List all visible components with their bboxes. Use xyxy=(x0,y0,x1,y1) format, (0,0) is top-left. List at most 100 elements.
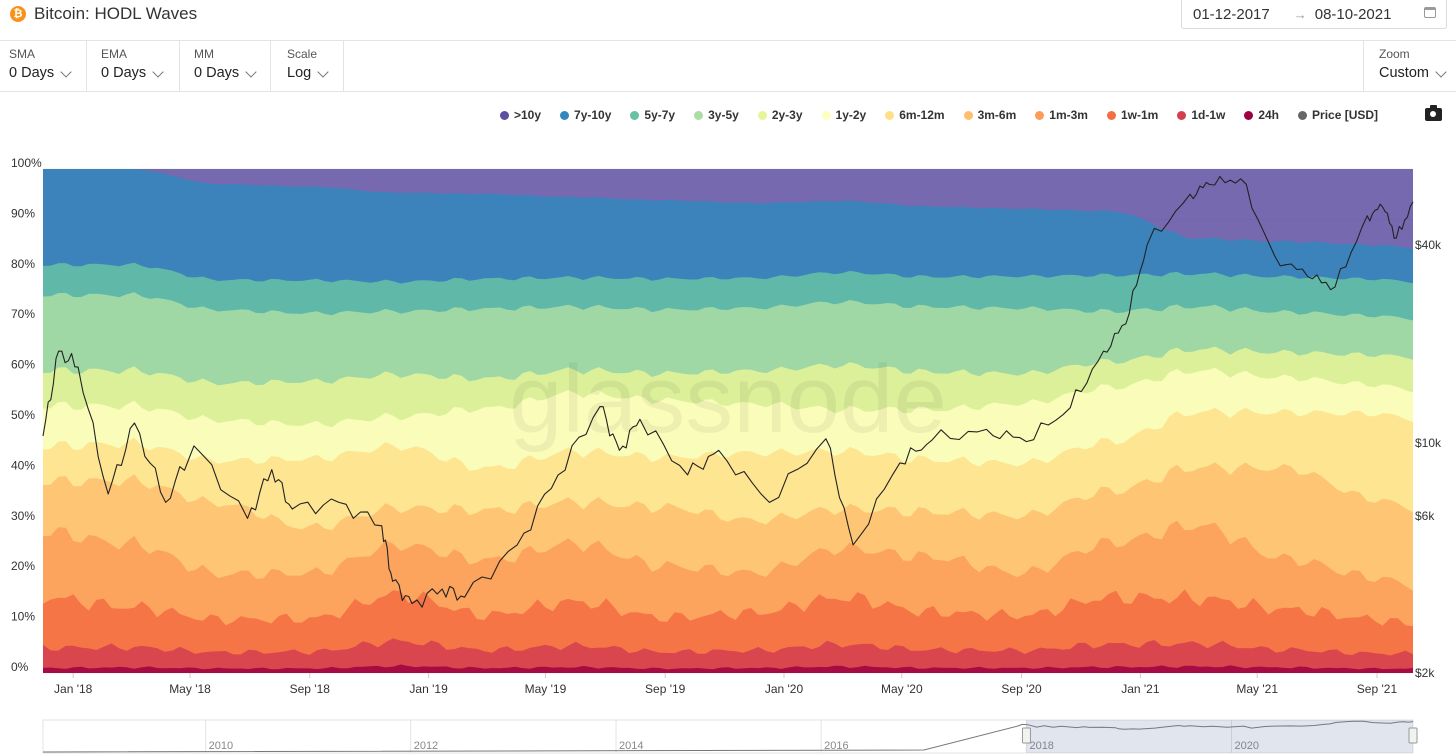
legend-label: 1m-3m xyxy=(1049,108,1088,122)
zoom-select[interactable]: Zoom Custom xyxy=(1363,40,1456,91)
area-24h xyxy=(43,664,1413,673)
legend-item-3y-5y[interactable]: 3y-5y xyxy=(694,108,739,122)
navigator-tick-label: 2016 xyxy=(824,740,848,752)
legend-swatch xyxy=(1106,110,1116,120)
legend-swatch xyxy=(630,110,640,120)
legend-item-5y-7y[interactable]: 5y-7y xyxy=(630,108,675,122)
arrow-right-icon: → xyxy=(1293,6,1307,22)
legend-label: 1y-2y xyxy=(835,108,867,122)
header-bar: ₿ Bitcoin: HODL Waves 01-12-2017 → 08-10… xyxy=(0,0,1456,41)
scale-label: Scale xyxy=(287,47,318,61)
y-tick-label: 50% xyxy=(11,408,35,422)
legend-item-1y-2y[interactable]: 1y-2y xyxy=(821,108,867,122)
scale-value: Log xyxy=(287,65,312,81)
y2-tick-label: $2k xyxy=(1415,666,1435,680)
legend-swatch xyxy=(1177,110,1187,120)
x-tick-label: Jan '18 xyxy=(54,682,93,696)
legend-item-1w-1m[interactable]: 1w-1m xyxy=(1106,108,1159,122)
x-tick-label: May '20 xyxy=(881,682,923,696)
legend-item-gt10y[interactable]: >10y xyxy=(500,108,541,122)
x-tick-label: Jan '20 xyxy=(765,682,804,696)
legend-label: 7y-10y xyxy=(574,108,612,122)
legend-label: 5y-7y xyxy=(644,108,676,122)
legend-item-2y-3y[interactable]: 2y-3y xyxy=(757,108,803,122)
zoom-value: Custom xyxy=(1379,65,1429,81)
navigator-selection[interactable] xyxy=(1026,720,1413,753)
calendar-icon[interactable] xyxy=(1424,7,1436,18)
legend-item-7y-10y[interactable]: 7y-10y xyxy=(560,108,611,122)
x-tick-label: May '18 xyxy=(169,682,211,696)
legend-item-3m-6m[interactable]: 3m-6m xyxy=(963,108,1017,122)
legend-swatch xyxy=(500,110,509,120)
legend-label: 3m-6m xyxy=(977,108,1017,122)
legend-item-24h[interactable]: 24h xyxy=(1244,108,1279,122)
x-tick-label: Sep '21 xyxy=(1357,682,1398,696)
y-tick-label: 0% xyxy=(11,660,29,674)
navigator-tick-label: 2010 xyxy=(209,740,233,752)
y-tick-label: 80% xyxy=(11,257,35,271)
legend-item-1m-3m[interactable]: 1m-3m xyxy=(1035,108,1088,122)
camera-icon[interactable] xyxy=(1425,105,1442,121)
x-tick-label: Sep '20 xyxy=(1001,682,1042,696)
y2-tick-label: $40k xyxy=(1415,238,1442,252)
legend-item-price-usd-[interactable]: Price [USD] xyxy=(1298,108,1378,122)
x-tick-label: May '19 xyxy=(525,682,567,696)
mm-value: 0 Days xyxy=(194,65,240,81)
legend-swatch xyxy=(1244,110,1254,120)
date-range-picker[interactable]: 01-12-2017 → 08-10-2021 xyxy=(1181,0,1447,29)
sma-label: SMA xyxy=(9,47,36,61)
y-tick-label: 100% xyxy=(11,156,42,170)
navigator[interactable] xyxy=(42,719,1414,754)
ema-label: EMA xyxy=(101,47,128,61)
legend-swatch xyxy=(1035,110,1045,120)
legend-label: 1w-1m xyxy=(1120,108,1159,122)
area-1d-1w xyxy=(43,638,1413,673)
price-line xyxy=(42,175,1414,608)
legend-swatch xyxy=(963,110,973,120)
x-tick-label: May '21 xyxy=(1236,682,1278,696)
navigator-tick-label: 2014 xyxy=(619,740,643,752)
legend-swatch xyxy=(757,110,767,120)
mm-select[interactable]: MM 0 Days xyxy=(185,40,271,91)
chart-title: Bitcoin: HODL Waves xyxy=(34,4,198,23)
legend-swatch xyxy=(885,110,895,120)
chart-legend: >10y 7y-10y 5y-7y 3y-5y 2y-3y 1y-2y 6m-12m 3m-6… xyxy=(500,106,1397,124)
controls-bar: SMA 0 Days EMA 0 Days MM 0 Days Scale Lo… xyxy=(0,40,1456,92)
title-wrap: ₿ Bitcoin: HODL Waves xyxy=(10,4,197,24)
legend-item-6m-12m[interactable]: 6m-12m xyxy=(885,108,945,122)
y2-tick-label: $6k xyxy=(1415,509,1435,523)
navigator-tick-label: 2012 xyxy=(414,740,438,752)
y-tick-label: 70% xyxy=(11,307,35,321)
zoom-label: Zoom xyxy=(1379,47,1410,61)
navigator-handle[interactable] xyxy=(1021,727,1031,744)
legend-label: 24h xyxy=(1258,108,1280,122)
y-tick-label: 10% xyxy=(11,610,35,624)
mm-label: MM xyxy=(194,47,214,61)
scale-select[interactable]: Scale Log xyxy=(278,40,344,91)
x-tick-label: Jan '19 xyxy=(409,682,448,696)
legend-label: 2y-3y xyxy=(771,108,803,122)
sma-value: 0 Days xyxy=(9,65,55,81)
legend-label: 6m-12m xyxy=(899,108,945,122)
bitcoin-icon: ₿ xyxy=(10,6,26,22)
watermark: glassnode xyxy=(509,346,947,453)
ema-value: 0 Days xyxy=(101,65,147,81)
legend-label: >10y xyxy=(514,108,542,122)
legend-swatch xyxy=(694,110,704,120)
legend-label: 1d-1w xyxy=(1191,108,1226,122)
navigator-tick-label: 2020 xyxy=(1235,740,1259,752)
x-tick-label: Jan '21 xyxy=(1121,682,1160,696)
x-tick-label: Sep '18 xyxy=(290,682,331,696)
legend-item-1d-1w[interactable]: 1d-1w xyxy=(1177,108,1225,122)
date-to[interactable]: 08-10-2021 xyxy=(1314,5,1392,23)
ema-select[interactable]: EMA 0 Days xyxy=(92,40,180,91)
legend-swatch xyxy=(1298,110,1308,120)
legend-label: 3y-5y xyxy=(708,108,739,122)
legend-swatch xyxy=(821,110,831,120)
navigator-handle[interactable] xyxy=(1408,727,1418,744)
sma-select[interactable]: SMA 0 Days xyxy=(0,40,87,91)
y2-tick-label: $10k xyxy=(1415,436,1442,450)
navigator-tick-label: 2018 xyxy=(1029,740,1053,752)
date-from[interactable]: 01-12-2017 xyxy=(1193,5,1270,23)
